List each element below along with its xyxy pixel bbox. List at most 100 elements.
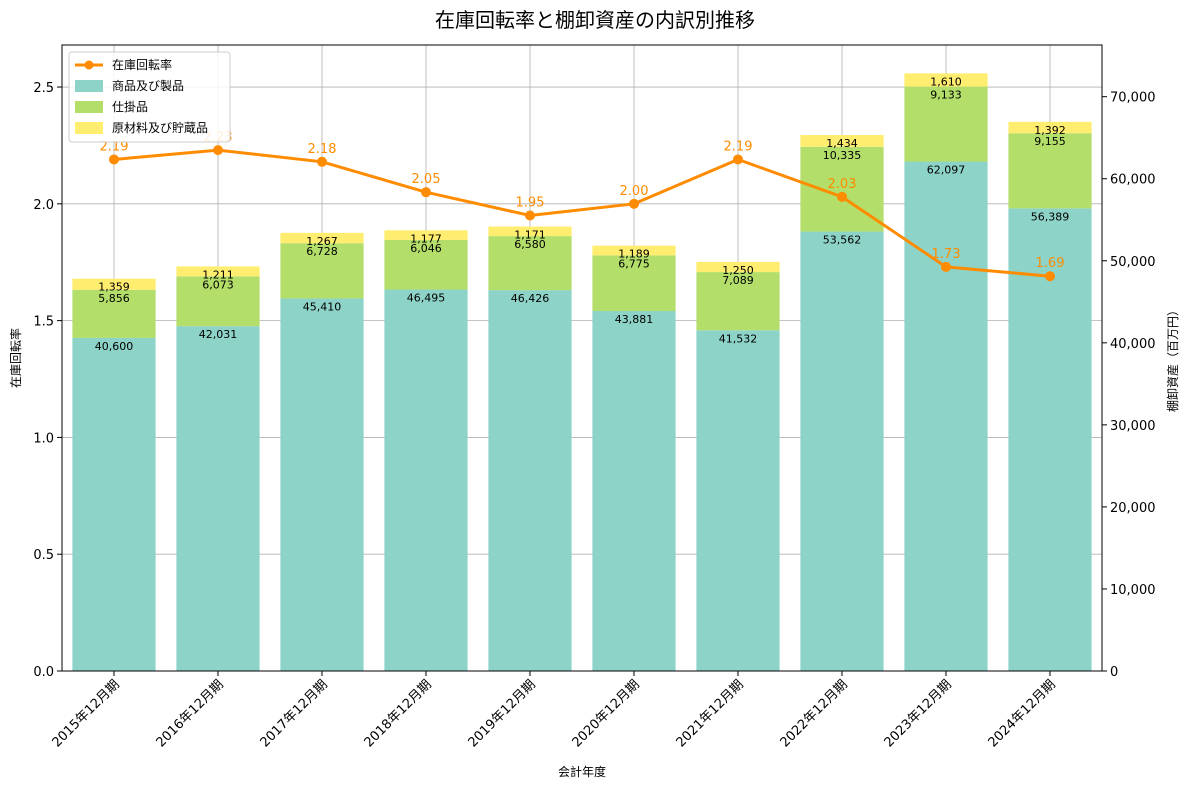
x-tick-label: 2024年12月期 bbox=[986, 677, 1059, 750]
y-right-tick-label: 60,000 bbox=[1110, 173, 1156, 188]
bar-segment bbox=[592, 310, 676, 671]
bar-segment bbox=[72, 289, 156, 338]
line-point bbox=[213, 145, 223, 156]
bar-segment bbox=[592, 255, 676, 311]
bar-value-label: 42,031 bbox=[199, 328, 238, 341]
bar-value-label: 6,046 bbox=[410, 242, 442, 255]
bar-segment bbox=[800, 146, 884, 232]
line-point bbox=[317, 156, 327, 167]
bar-value-label: 43,881 bbox=[615, 313, 654, 326]
bar-segment bbox=[800, 231, 884, 671]
legend-label: 仕掛品 bbox=[112, 99, 148, 114]
bar-value-label: 1,189 bbox=[618, 248, 650, 261]
bar-segment bbox=[696, 261, 780, 273]
bar-segment bbox=[488, 236, 572, 291]
bar-segment bbox=[72, 337, 156, 671]
line-value-label: 2.19 bbox=[100, 139, 129, 154]
bar-segment bbox=[176, 266, 260, 277]
bar-value-label: 1,392 bbox=[1034, 124, 1066, 137]
bar-value-label: 1,177 bbox=[410, 232, 442, 245]
y-right-tick-label: 30,000 bbox=[1110, 419, 1156, 434]
line-value-label: 2.05 bbox=[412, 172, 441, 187]
bar-segment bbox=[696, 272, 780, 331]
line-value-label: 2.18 bbox=[308, 142, 337, 157]
legend-label: 在庫回転率 bbox=[112, 57, 172, 72]
bar-value-label: 6,073 bbox=[202, 278, 234, 291]
bar-segment bbox=[72, 278, 156, 290]
y-right-tick-label: 40,000 bbox=[1110, 337, 1156, 352]
bar-segment bbox=[1008, 133, 1092, 209]
bar-value-label: 1,171 bbox=[514, 229, 546, 242]
line-value-label: 2.19 bbox=[724, 139, 753, 154]
y-left-tick-label: 2.0 bbox=[33, 198, 54, 213]
x-tick-label: 2021年12月期 bbox=[674, 677, 747, 750]
y-left-tick-label: 0.0 bbox=[33, 665, 54, 680]
bar-segment bbox=[176, 276, 260, 327]
x-tick-label: 2022年12月期 bbox=[778, 677, 851, 750]
y-right-tick-label: 50,000 bbox=[1110, 255, 1156, 270]
y-left-tick-label: 1.0 bbox=[33, 431, 54, 446]
line-point bbox=[629, 198, 639, 209]
line-point bbox=[837, 191, 847, 202]
legend-box bbox=[68, 51, 231, 143]
bar-segment bbox=[1008, 121, 1092, 134]
bar-value-label: 6,580 bbox=[514, 238, 546, 251]
legend-label: 原材料及び貯蔵品 bbox=[112, 121, 208, 135]
bar-segment bbox=[592, 245, 676, 256]
bar-value-label: 1,267 bbox=[306, 235, 338, 248]
bar-segment bbox=[904, 86, 988, 162]
bar-segment bbox=[800, 134, 884, 147]
legend-swatch bbox=[75, 101, 103, 113]
line-series bbox=[113, 148, 1051, 278]
bar-value-label: 10,335 bbox=[823, 149, 862, 162]
y-right-tick-label: 10,000 bbox=[1110, 583, 1156, 598]
bar-segment bbox=[280, 232, 364, 244]
bar-value-label: 56,389 bbox=[1031, 210, 1070, 223]
plot-frame bbox=[61, 44, 1103, 672]
bar-segment bbox=[176, 326, 260, 671]
y-right-tick-label: 0 bbox=[1110, 665, 1118, 680]
line-point bbox=[525, 210, 535, 221]
line-point bbox=[109, 154, 119, 165]
bar-value-label: 45,410 bbox=[303, 300, 342, 313]
bar-value-label: 41,532 bbox=[719, 332, 758, 345]
legend-label: 商品及び製品 bbox=[112, 78, 184, 93]
chart-title: 在庫回転率と棚卸資産の内訳別推移 bbox=[435, 8, 755, 32]
bar-value-label: 46,426 bbox=[511, 292, 550, 305]
x-tick-label: 2019年12月期 bbox=[466, 677, 539, 750]
bar-segment bbox=[384, 239, 468, 290]
x-tick-label: 2017年12月期 bbox=[258, 677, 331, 750]
x-tick-label: 2016年12月期 bbox=[154, 677, 227, 750]
line-value-label: 1.95 bbox=[516, 196, 545, 211]
bar-value-label: 6,775 bbox=[618, 257, 650, 270]
bar-value-label: 1,250 bbox=[722, 264, 754, 277]
y-right-tick-label: 20,000 bbox=[1110, 501, 1156, 516]
bar-segment bbox=[488, 226, 572, 237]
bar-segment bbox=[904, 73, 988, 87]
bar-value-label: 9,133 bbox=[930, 89, 962, 102]
bar-value-label: 1,211 bbox=[202, 268, 234, 281]
bar-value-label: 1,610 bbox=[930, 75, 962, 88]
line-point bbox=[1045, 271, 1055, 282]
line-point bbox=[733, 154, 743, 165]
legend-swatch bbox=[75, 80, 103, 92]
bar-segment bbox=[488, 290, 572, 671]
y-left-tick-label: 1.5 bbox=[33, 315, 54, 330]
line-value-label: 2.03 bbox=[828, 177, 857, 192]
bar-value-label: 1,359 bbox=[98, 281, 130, 294]
y-right-tick-label: 70,000 bbox=[1110, 91, 1156, 106]
bar-segment bbox=[280, 298, 364, 671]
bars-layer bbox=[72, 73, 1092, 671]
y-left-tick-label: 0.5 bbox=[33, 548, 54, 563]
bar-segment bbox=[280, 243, 364, 299]
legend-marker bbox=[84, 60, 94, 70]
bar-value-label: 1,434 bbox=[826, 137, 858, 150]
x-tick-label: 2015年12月期 bbox=[50, 677, 123, 750]
bar-value-label: 9,155 bbox=[1034, 135, 1066, 148]
bar-value-label: 62,097 bbox=[927, 164, 966, 177]
line-point bbox=[941, 261, 951, 272]
bar-segment bbox=[384, 289, 468, 671]
